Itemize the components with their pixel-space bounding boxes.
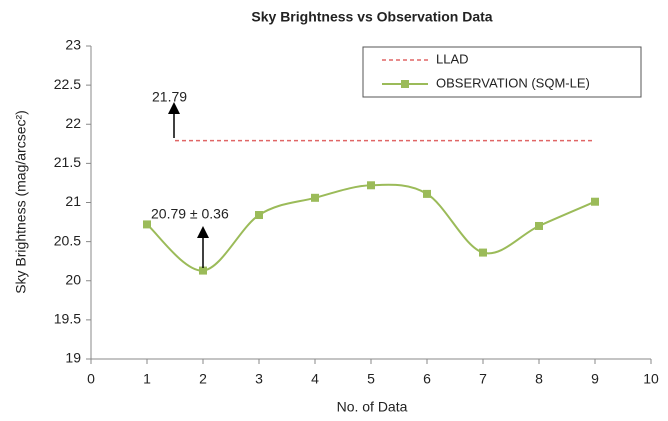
y-tick-label: 21.5 (54, 154, 81, 170)
x-tick-label: 3 (255, 371, 263, 387)
data-point (591, 197, 599, 206)
data-point (423, 189, 431, 198)
x-tick-label: 0 (87, 371, 95, 387)
data-point (367, 181, 375, 190)
legend-label: LLAD (436, 51, 469, 66)
x-tick-label: 10 (643, 371, 659, 387)
data-point (479, 248, 487, 257)
x-tick-label: 5 (367, 371, 375, 387)
annotation: 21.79 (152, 89, 187, 105)
data-point (199, 266, 207, 275)
y-tick-label: 20.5 (54, 232, 81, 248)
chart-title: Sky Brightness vs Observation Data (251, 9, 492, 25)
legend-label: OBSERVATION (SQM-LE) (436, 75, 590, 90)
x-tick-label: 1 (143, 371, 151, 387)
y-tick-label: 22 (65, 115, 81, 131)
y-tick-label: 22.5 (54, 76, 81, 92)
y-axis-label: Sky Brightness (mag/arcsec²) (13, 110, 29, 294)
legend-marker (401, 80, 409, 88)
series-line (146, 183, 596, 272)
x-axis-label: No. of Data (337, 399, 408, 415)
y-tick-label: 19 (65, 350, 81, 366)
legend-box (362, 46, 642, 98)
x-tick-label: 7 (479, 371, 487, 387)
y-tick-label: 19.5 (54, 311, 81, 327)
y-tick-label: 23 (65, 37, 81, 53)
annotation: 20.79 ± 0.36 (151, 206, 229, 222)
y-tick-label: 20 (65, 271, 81, 287)
data-point (535, 221, 543, 230)
data-point (311, 193, 319, 202)
x-tick-label: 4 (311, 371, 319, 387)
y-tick-label: 21 (65, 193, 81, 209)
data-point (255, 211, 263, 220)
x-tick-label: 9 (591, 371, 599, 387)
x-tick-label: 2 (199, 371, 207, 387)
data-point (143, 220, 151, 229)
x-tick-label: 8 (535, 371, 543, 387)
x-tick-label: 6 (423, 371, 431, 387)
